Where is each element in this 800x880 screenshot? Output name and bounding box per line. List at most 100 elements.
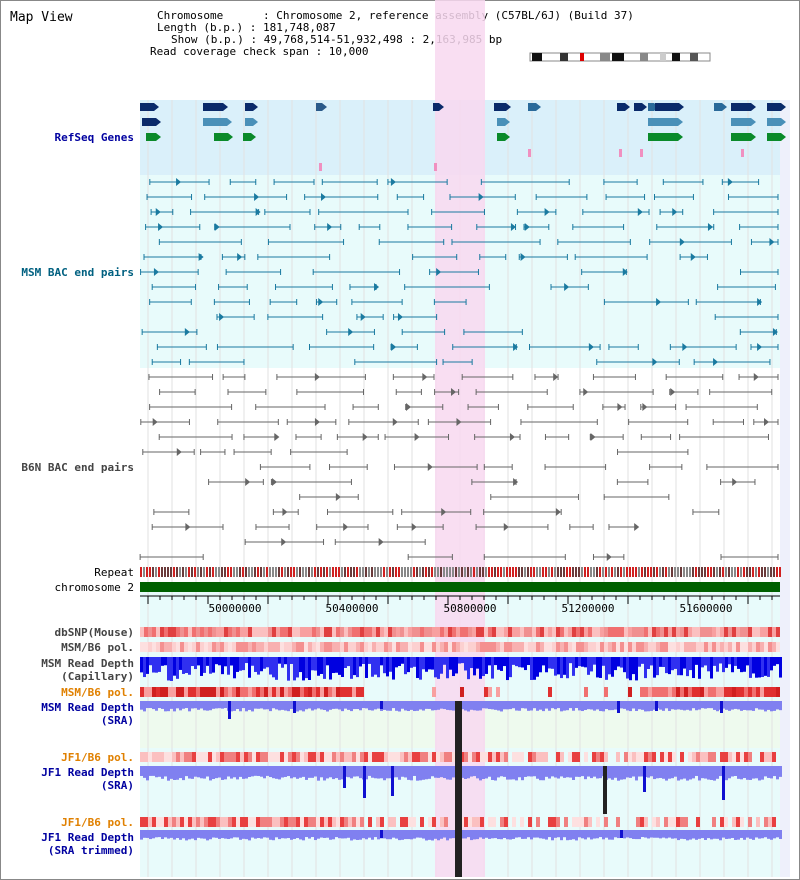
dbsnp-cell: [596, 627, 600, 637]
msm-bac-pair-arrow: [769, 238, 775, 246]
msm-sra-depth-bar: [377, 701, 380, 709]
msm-sra-depth-bar: [191, 701, 194, 709]
jf1-b6-pol-trim-cell: [180, 817, 184, 827]
msm-sra-depth-bar: [314, 701, 317, 710]
msm-capillary-depth-bar: [290, 657, 293, 664]
msm-sra-depth-bar: [662, 701, 665, 711]
b6n-bac-end-pairs-label[interactable]: B6N BAC end pairs: [21, 461, 134, 474]
msm-sra-depth-bar: [224, 701, 227, 709]
msm-sra-depth-bar: [623, 701, 626, 709]
msm-capillary-depth-bar: [311, 657, 314, 671]
refseq-gene: [634, 103, 642, 111]
msm-sra-depth-bar: [389, 701, 392, 711]
msm-capillary-depth-bar: [674, 657, 677, 669]
jf1-read-depth-sra-label[interactable]: JF1 Read Depth (SRA): [41, 766, 134, 792]
msm-sra-depth-bar: [284, 701, 287, 711]
msm-b6-pol-sra-cell: [680, 687, 684, 697]
msm-sra-depth-bar: [359, 701, 362, 711]
jf1-sra-depth-bar: [677, 766, 680, 781]
dbsnp-cell: [268, 627, 272, 637]
jf1-sra-trim-depth-bar: [401, 830, 404, 840]
repeat-feature: [350, 567, 352, 577]
jf1-b6-pol-cell: [496, 752, 500, 762]
jf1-b6-pol-trim-cell: [504, 817, 508, 827]
msm-sra-depth-bar: [476, 701, 479, 711]
msm-capillary-depth-bar: [476, 657, 479, 669]
dbsnp-label[interactable]: dbSNP(Mouse): [54, 626, 134, 639]
jf1-b6-pol-cell: [544, 752, 548, 762]
jf1-sra-depth-bar: [497, 766, 500, 778]
jf1-sra-trim-depth-bar: [287, 830, 290, 839]
jf1-sra-depth-bar: [422, 766, 425, 780]
msm-sra-depth-bar: [275, 701, 278, 710]
jf1-sra-depth-bar: [170, 766, 173, 779]
msm-b6-pol-label-2[interactable]: MSM/B6 pol.: [61, 686, 134, 699]
jf1-sra-depth-bar: [536, 766, 539, 779]
repeat-feature: [482, 567, 484, 577]
msm-bac-pair-arrow: [713, 358, 719, 366]
jf1-sra-depth-bar: [293, 766, 296, 778]
jf1-b6-pol-label-1[interactable]: JF1/B6 pol.: [61, 751, 134, 764]
msm-read-depth-sra-label[interactable]: MSM Read Depth (SRA): [41, 701, 134, 727]
msm-capillary-depth-bar: [713, 657, 716, 666]
msm-capillary-depth-bar: [632, 657, 635, 675]
msm-b6-pol-cell: [352, 642, 356, 652]
jf1-b6-pol-cell: [748, 752, 752, 762]
repeat-feature: [239, 567, 241, 577]
gene-strand-arrow: [751, 133, 756, 141]
repeat-feature: [719, 567, 721, 577]
jf1-sra-depth-bar: [386, 766, 389, 779]
msm-sra-depth-bar: [449, 701, 452, 711]
msm-sra-depth-bar: [335, 701, 338, 709]
msm-capillary-depth-bar: [353, 657, 356, 676]
msm-bac-pair-arrow: [682, 343, 688, 351]
msm-b6-pol-label-1[interactable]: MSM/B6 pol.: [61, 641, 134, 654]
msm-sra-depth-bar: [221, 701, 224, 709]
msm-b6-pol-cell: [712, 642, 716, 652]
msm-b6-pol-cell: [196, 642, 200, 652]
jf1-sra-trim-depth-bar: [260, 830, 263, 839]
msm-sra-depth-bar: [464, 701, 467, 711]
refseq-genes-label[interactable]: RefSeq Genes: [54, 131, 134, 144]
msm-sra-depth-bar: [425, 701, 428, 709]
msm-bac-pair-arrow: [321, 193, 327, 201]
msm-capillary-depth-bar: [260, 657, 263, 672]
jf1-b6-pol-trim-cell: [668, 817, 672, 827]
jf1-sra-depth-bar: [569, 766, 572, 778]
msm-capillary-depth-bar: [332, 657, 335, 674]
jf1-sra-depth-bar: [176, 766, 179, 780]
jf1-b6-pol-trim-cell: [464, 817, 468, 827]
msm-capillary-depth-bar: [401, 657, 404, 664]
jf1-sra-depth-bar: [473, 766, 476, 777]
dbsnp-cell: [452, 627, 456, 637]
msm-bac-end-pairs-label[interactable]: MSM BAC end pairs: [21, 266, 134, 279]
msm-sra-depth-bar: [761, 701, 764, 710]
msm-capillary-depth-bar: [581, 657, 584, 667]
jf1-sra-depth-bar: [713, 766, 716, 781]
jf1-sra-depth-bar: [548, 766, 551, 779]
msm-capillary-depth-bar: [302, 657, 305, 681]
dbsnp-cell: [692, 627, 696, 637]
jf1-sra-depth-bar: [779, 766, 782, 777]
repeat-feature: [533, 567, 535, 577]
msm-capillary-depth-bar: [614, 657, 617, 671]
msm-sra-depth-bar: [470, 701, 473, 710]
jf1-sra-depth-bar: [212, 766, 215, 780]
jf1-b6-pol-label-2[interactable]: JF1/B6 pol.: [61, 816, 134, 829]
ideogram-band: [660, 53, 666, 61]
msm-sra-depth-bar: [776, 701, 779, 710]
jf1-sra-depth-bar: [716, 766, 719, 779]
msm-b6-pol-cell: [184, 642, 188, 652]
msm-sra-depth-bar: [428, 701, 431, 709]
jf1-b6-pol-cell: [388, 752, 392, 762]
msm-bac-pair-arrow: [679, 238, 685, 246]
jf1-sra-depth-bar: [752, 766, 755, 779]
jf1-read-depth-trimmed-label[interactable]: JF1 Read Depth (SRA trimmed): [41, 831, 134, 857]
msm-read-depth-capillary-label[interactable]: MSM Read Depth (Capillary): [41, 657, 134, 683]
jf1-sra-trim-depth-bar: [335, 830, 338, 838]
jf1-b6-pol-cell: [264, 752, 268, 762]
jf1-sra-depth-bar: [404, 766, 407, 778]
jf1-sra-trim-depth-bar: [377, 830, 380, 840]
jf1-b6-pol-cell: [568, 752, 572, 762]
